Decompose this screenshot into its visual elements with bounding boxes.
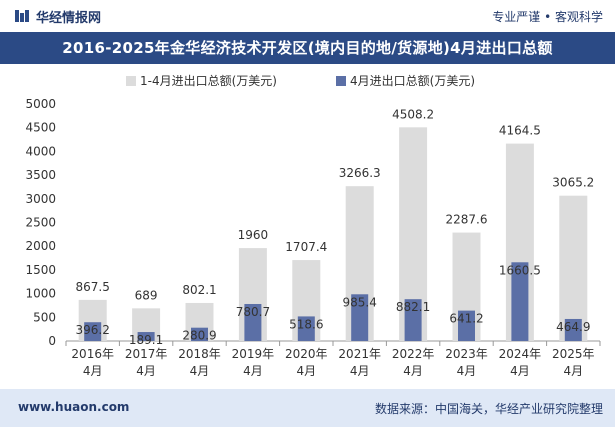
y-tick-label: 3000 — [25, 192, 56, 206]
data-label-series2: 1660.5 — [499, 263, 541, 277]
chart-title: 2016-2025年金华经济技术开发区(境内目的地/货源地)4月进出口总额 — [62, 39, 553, 57]
y-tick-label: 5000 — [25, 97, 56, 111]
data-label-series2: 280.9 — [182, 329, 216, 343]
bar-series2 — [511, 262, 529, 341]
data-label-series2: 189.1 — [129, 333, 163, 347]
x-tick-label: 2023年 — [445, 347, 488, 361]
data-label-series2: 882.1 — [396, 300, 430, 314]
y-tick-label: 2000 — [25, 239, 56, 253]
x-tick-label: 2025年 — [552, 347, 595, 361]
brand-name: 华经情报网 — [36, 11, 102, 26]
x-tick-label: 4月 — [136, 364, 156, 378]
bar-series2 — [191, 327, 208, 341]
bar-series2 — [244, 303, 262, 341]
bar-series1 — [559, 195, 588, 341]
x-tick-label: 4月 — [457, 364, 477, 378]
data-label-series1: 2287.6 — [446, 213, 488, 227]
x-tick-label: 4月 — [510, 364, 530, 378]
bar-series2 — [404, 299, 422, 341]
x-tick-label: 2022年 — [392, 347, 435, 361]
x-tick-label: 4月 — [83, 364, 103, 378]
bar-series2 — [137, 332, 155, 341]
footer-source: 数据来源：中国海关，华经产业研究院整理 — [374, 402, 603, 416]
x-tick-label: 4月 — [296, 364, 316, 378]
y-tick-label: 1500 — [25, 263, 56, 277]
x-tick-label: 2018年 — [178, 347, 221, 361]
x-tick-label: 2020年 — [285, 347, 328, 361]
y-tick-label: 3500 — [25, 168, 56, 182]
data-label-series1: 1960 — [238, 228, 269, 242]
x-tick-label: 2024年 — [499, 347, 542, 361]
data-label-series2: 985.4 — [343, 295, 377, 309]
y-tick-label: 2500 — [25, 216, 56, 230]
x-tick-label: 4月 — [350, 364, 370, 378]
data-label-series1: 4508.2 — [392, 107, 434, 121]
data-label-series1: 867.5 — [76, 280, 110, 294]
legend-swatch-series2 — [336, 75, 346, 86]
footer-bar: www.huaon.com 数据来源：中国海关，华经产业研究院整理 — [0, 389, 615, 427]
data-label-series2: 396.2 — [76, 323, 110, 337]
x-tick-label: 2016年 — [71, 347, 114, 361]
bar-series2 — [84, 322, 102, 341]
bar-series2 — [351, 294, 369, 341]
x-tick-label: 2017年 — [125, 347, 168, 361]
y-tick-label: 500 — [33, 310, 56, 324]
legend-swatch-series1 — [126, 75, 136, 86]
data-label-series1: 689 — [135, 288, 158, 302]
legend: 1-4月进出口总额(万美元) 4月进出口总额(万美元) — [0, 72, 615, 90]
x-tick-label: 4月 — [243, 364, 263, 378]
x-tick-label: 4月 — [190, 364, 210, 378]
data-label-series2: 464.9 — [556, 320, 590, 334]
data-label-series1: 3266.3 — [339, 166, 381, 180]
bar-series2 — [564, 318, 582, 341]
y-tick-label: 4000 — [25, 144, 56, 158]
legend-item-series1: 1-4月进出口总额(万美元) — [126, 72, 277, 89]
x-tick-label: 2021年 — [338, 347, 381, 361]
data-label-series1: 3065.2 — [552, 176, 594, 190]
legend-label-series2: 4月进出口总额(万美元) — [350, 74, 475, 88]
logo-icon — [15, 10, 29, 22]
top-bar: 华经情报网 专业严谨 • 客观科学 — [0, 0, 615, 32]
bar-series2 — [297, 316, 315, 341]
data-label-series1: 4164.5 — [499, 124, 541, 138]
legend-label-series1: 1-4月进出口总额(万美元) — [140, 74, 277, 88]
data-label-series2: 641.2 — [449, 312, 483, 326]
title-bar: 2016-2025年金华经济技术开发区(境内目的地/货源地)4月进出口总额 — [0, 32, 615, 64]
data-label-series1: 1707.4 — [285, 240, 327, 254]
legend-item-series2: 4月进出口总额(万美元) — [336, 72, 475, 89]
slogan: 专业严谨 • 客观科学 — [492, 10, 603, 24]
x-tick-label: 4月 — [403, 364, 423, 378]
x-tick-label: 4月 — [563, 364, 583, 378]
y-tick-label: 4500 — [25, 121, 56, 135]
data-label-series2: 780.7 — [236, 305, 270, 319]
bar-series2 — [458, 310, 475, 341]
data-label-series2: 518.6 — [289, 317, 323, 331]
footer-website: www.huaon.com — [18, 400, 130, 414]
x-tick-label: 2019年 — [232, 347, 275, 361]
y-tick-label: 1000 — [25, 287, 56, 301]
data-label-series1: 802.1 — [182, 283, 216, 297]
y-tick-label: 0 — [48, 334, 56, 348]
